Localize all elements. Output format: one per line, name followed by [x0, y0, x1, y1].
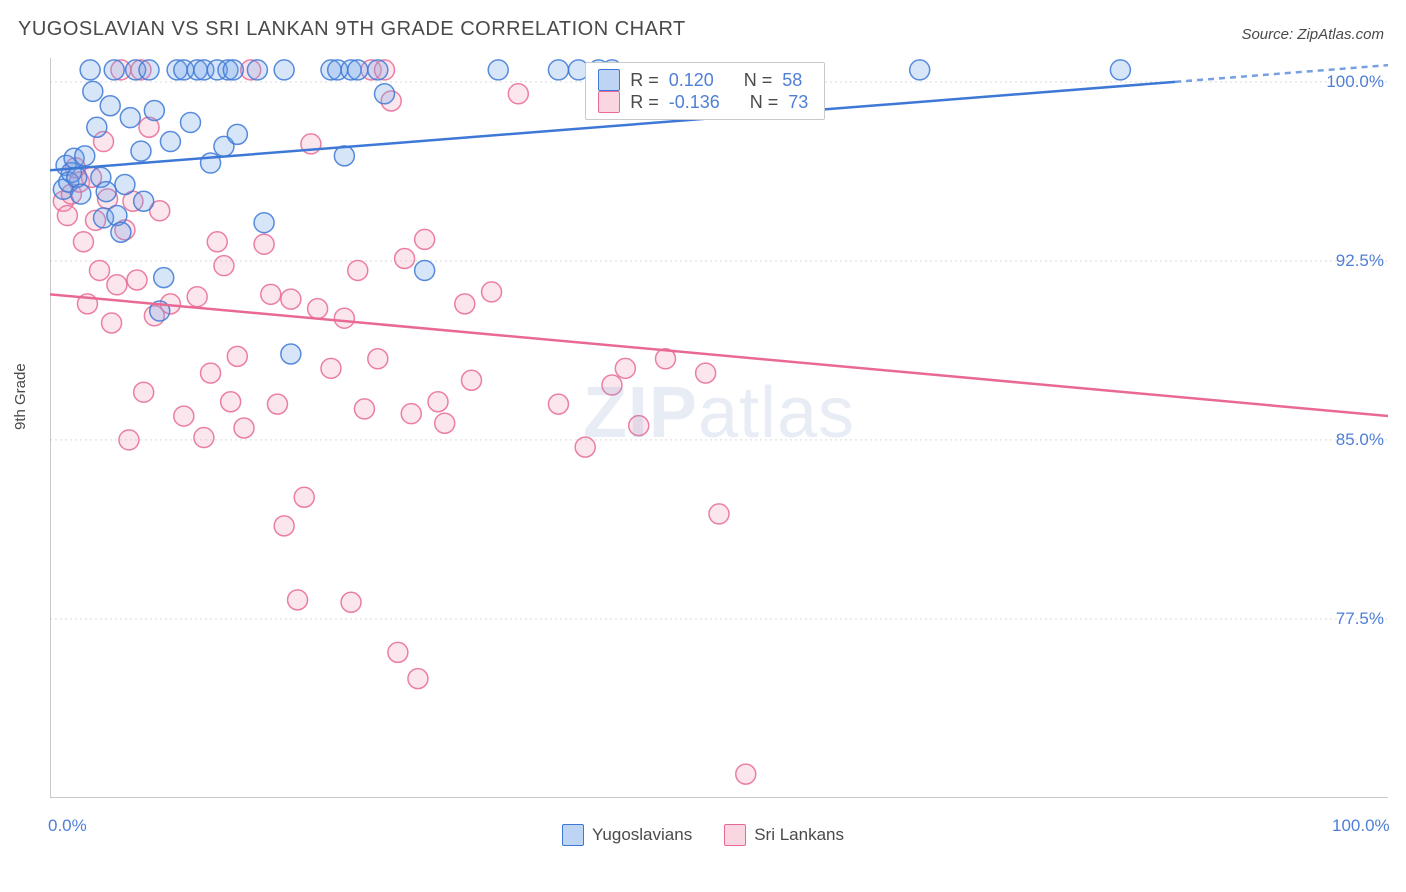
swatch-yugoslavians: [598, 69, 620, 91]
n-value-yugoslavians: 58: [782, 70, 802, 91]
scatter-chart-svg: [50, 58, 1388, 798]
y-tick-label: 77.5%: [1336, 609, 1384, 629]
plot-area: ZIPatlas: [50, 58, 1388, 798]
legend-row-srilankans: R = -0.136 N = 73: [598, 91, 808, 113]
r-label: R =: [630, 70, 659, 91]
r-label: R =: [630, 92, 659, 113]
n-label: N =: [750, 92, 779, 113]
legend-label-srilankans: Sri Lankans: [754, 825, 844, 845]
legend-item-yugoslavians: Yugoslavians: [562, 824, 692, 846]
x-tick-label: 0.0%: [48, 816, 87, 836]
correlation-legend: R = 0.120 N = 58 R = -0.136 N = 73: [585, 62, 825, 120]
legend-label-yugoslavians: Yugoslavians: [592, 825, 692, 845]
y-tick-label: 100.0%: [1326, 72, 1384, 92]
source-attribution: Source: ZipAtlas.com: [1241, 26, 1384, 43]
y-axis-label: 9th Grade: [12, 363, 29, 430]
y-tick-label: 85.0%: [1336, 430, 1384, 450]
legend-item-srilankans: Sri Lankans: [724, 824, 844, 846]
x-tick-label: 100.0%: [1332, 816, 1390, 836]
swatch-srilankans: [724, 824, 746, 846]
n-label: N =: [744, 70, 773, 91]
chart-title: YUGOSLAVIAN VS SRI LANKAN 9TH GRADE CORR…: [18, 18, 686, 41]
y-tick-label: 92.5%: [1336, 251, 1384, 271]
series-legend: Yugoslavians Sri Lankans: [0, 824, 1406, 846]
legend-row-yugoslavians: R = 0.120 N = 58: [598, 69, 808, 91]
r-value-srilankans: -0.136: [669, 92, 720, 113]
swatch-srilankans: [598, 91, 620, 113]
r-value-yugoslavians: 0.120: [669, 70, 714, 91]
swatch-yugoslavians: [562, 824, 584, 846]
n-value-srilankans: 73: [788, 92, 808, 113]
